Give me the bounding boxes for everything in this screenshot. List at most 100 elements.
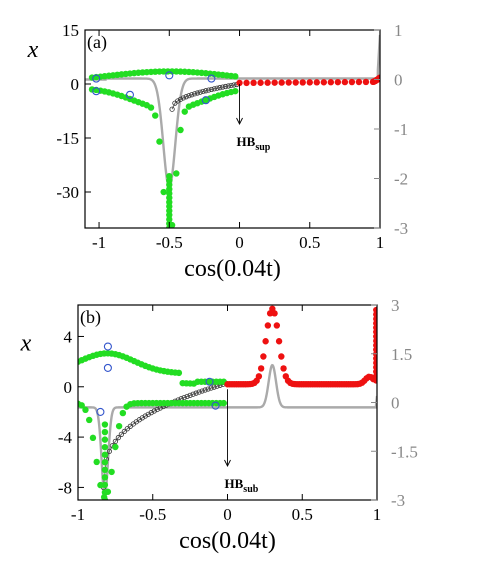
- hb-label-sub: sub: [243, 484, 258, 495]
- unstable-point: [175, 98, 181, 104]
- unstable-point: [112, 438, 118, 444]
- unstable-point: [197, 89, 203, 95]
- unstable-point: [214, 85, 220, 91]
- red-point: [278, 79, 285, 86]
- unstable-point: [222, 83, 229, 90]
- y-tick-label: 0: [64, 378, 73, 397]
- x-tick-label: -1: [71, 505, 85, 524]
- red-point: [264, 79, 271, 86]
- red-point: [257, 79, 264, 86]
- red-point: [278, 353, 285, 360]
- y2-tick-label: -3: [391, 491, 405, 510]
- red-point: [299, 79, 306, 86]
- y2-tick-label: 3: [391, 296, 400, 315]
- x-tick-label: -0.5: [156, 233, 183, 252]
- green-point: [147, 104, 155, 111]
- y-tick-label: 15: [62, 21, 79, 40]
- red-point: [341, 78, 349, 86]
- blue-point: [92, 74, 101, 83]
- red-point: [273, 322, 281, 329]
- unstable-point: [211, 86, 217, 92]
- green-point: [112, 443, 119, 451]
- unstable-point: [211, 384, 217, 390]
- red-point: [320, 79, 328, 86]
- unstable-point: [225, 83, 231, 89]
- x-tick-label: 0: [235, 233, 244, 252]
- unstable-point: [169, 106, 175, 112]
- hb-label-main: HB: [237, 134, 256, 149]
- panel-b: -1 -0.5 0 0.5 1 4 0 -4 -8 3 1.5 0 -1.5 -3 cos(0.04t) x (…: [20, 296, 418, 554]
- hb-arrow-head: [236, 117, 243, 126]
- y-tick-label: -8: [58, 478, 72, 497]
- green-point: [78, 402, 85, 409]
- blue-point: [103, 342, 112, 351]
- unstable-point: [202, 387, 208, 393]
- green-point: [181, 108, 188, 115]
- unstable-point: [208, 86, 215, 93]
- x-tick-label: 1: [376, 233, 385, 252]
- unstable-point: [199, 388, 205, 394]
- unstable-point: [228, 82, 234, 89]
- red-point: [255, 373, 263, 380]
- red-point: [362, 78, 370, 86]
- unstable-point: [154, 406, 160, 413]
- unstable-point: [196, 389, 202, 395]
- green-point: [160, 188, 167, 196]
- unstable-point: [231, 82, 237, 88]
- red-point: [271, 310, 278, 317]
- red-point: [292, 79, 299, 86]
- unstable-point: [145, 411, 151, 417]
- hb-label-main: HB: [225, 476, 244, 491]
- y-tick-label: -15: [56, 129, 79, 148]
- x-tick-label: -1: [92, 233, 106, 252]
- green-point: [119, 409, 127, 417]
- y2-tick-label: 0: [394, 71, 403, 90]
- red-point: [313, 79, 320, 86]
- panel-label: (b): [80, 307, 101, 328]
- unstable-point: [184, 393, 190, 400]
- green-point: [101, 474, 109, 481]
- red-point: [257, 365, 265, 372]
- red-point: [264, 322, 272, 329]
- unstable-point: [186, 93, 192, 99]
- x-tick-label: 1: [373, 505, 382, 524]
- red-point: [243, 79, 250, 87]
- blue-point: [103, 363, 112, 372]
- green-point: [101, 451, 109, 458]
- unstable-point: [121, 428, 127, 435]
- x-axis-label: cos(0.04t): [179, 528, 276, 554]
- green-point: [115, 422, 123, 430]
- green-point: [101, 496, 109, 500]
- panel-a: -1 -0.5 0 0.5 1 15 0 -15 -30 1 0 -1 -2 -3 cos(0.04t) x (…: [27, 21, 409, 282]
- blue-point: [211, 401, 220, 410]
- unstable-point: [190, 391, 196, 397]
- green-point: [97, 481, 104, 489]
- green-point: [89, 434, 97, 442]
- green-point: [232, 73, 239, 80]
- x-tick-label: 0.5: [299, 233, 320, 252]
- green-point: [82, 406, 89, 414]
- y2-tick-label: 1.5: [391, 345, 412, 364]
- unstable-point: [206, 87, 212, 93]
- unstable-point: [217, 85, 223, 91]
- x-tick-label: -0.5: [139, 505, 166, 524]
- red-point: [271, 79, 278, 86]
- unstable-point: [148, 410, 154, 416]
- red-point: [334, 78, 342, 86]
- blue-point: [207, 74, 216, 83]
- unstable-line-b: [102, 382, 227, 488]
- unstable-point: [181, 394, 187, 401]
- hb-label: HBsup: [237, 134, 271, 153]
- green-point: [173, 170, 180, 177]
- x-tick-label: 0.5: [292, 505, 313, 524]
- blue-point: [92, 87, 101, 96]
- green-point: [101, 466, 109, 474]
- red-point: [306, 79, 313, 86]
- green-point: [166, 172, 173, 180]
- green-point: [101, 443, 109, 451]
- y-tick-label: -30: [56, 183, 79, 202]
- red-point: [260, 353, 267, 360]
- green-point: [86, 416, 93, 424]
- unstable-point: [203, 88, 209, 94]
- red-point: [275, 338, 283, 345]
